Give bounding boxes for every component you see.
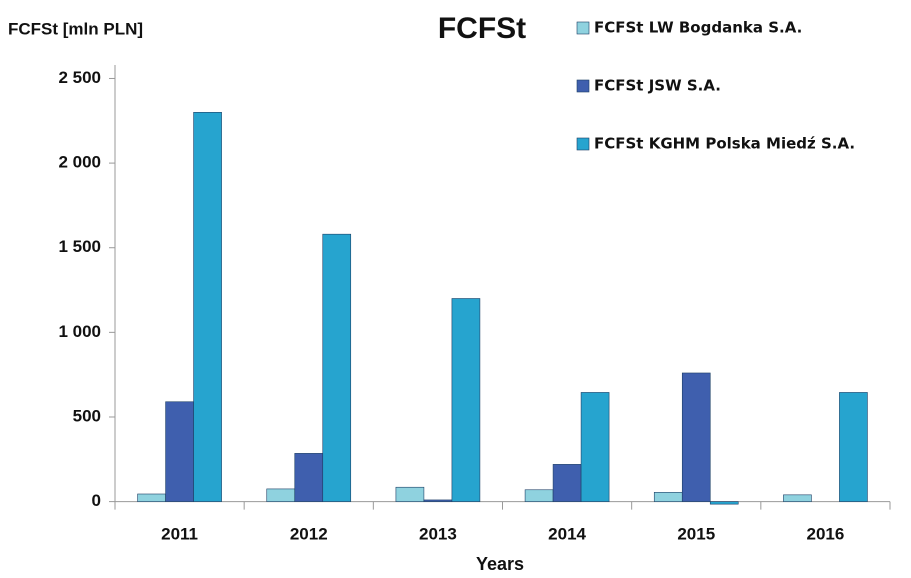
legend-swatch	[576, 137, 590, 151]
bar	[709, 501, 739, 505]
chart-title: FCFSt	[438, 12, 526, 45]
bar	[322, 233, 352, 502]
bar	[580, 392, 610, 502]
bar	[783, 494, 812, 502]
x-tick-label: 2011	[161, 524, 198, 543]
y-tick-label: 0	[92, 491, 101, 510]
y-tick-label: 2 000	[58, 153, 101, 172]
legend-swatch	[576, 21, 590, 35]
y-axis-label: FCFSt [mln PLN]	[8, 19, 143, 38]
bar	[839, 392, 868, 502]
x-tick-label: 2015	[677, 524, 715, 543]
bar	[524, 489, 554, 502]
bar	[552, 464, 582, 502]
y-tick-label: 1 500	[58, 237, 101, 256]
bar	[423, 499, 453, 502]
bar	[193, 112, 222, 502]
x-tick-label: 2014	[548, 524, 586, 543]
y-tick-label: 1 000	[58, 322, 101, 341]
legend-label: FCFSt JSW S.A.	[594, 77, 721, 95]
y-tick-label: 500	[73, 406, 101, 425]
legend-label: FCFSt KGHM Polska Miedź S.A.	[594, 135, 855, 153]
bar	[294, 453, 324, 502]
bar	[137, 493, 166, 502]
legend-swatch	[576, 79, 590, 93]
bar	[165, 401, 194, 502]
x-tick-label: 2013	[419, 524, 457, 543]
bar	[451, 298, 481, 502]
x-tick-label: 2016	[807, 524, 845, 543]
bar	[266, 488, 296, 502]
bar	[681, 372, 711, 502]
legend-label: FCFSt LW Bogdanka S.A.	[594, 19, 802, 37]
bar	[653, 492, 683, 502]
x-tick-label: 2012	[290, 524, 328, 543]
x-axis-label: Years	[476, 554, 524, 574]
bar	[395, 486, 425, 502]
y-tick-label: 2 500	[58, 68, 101, 87]
